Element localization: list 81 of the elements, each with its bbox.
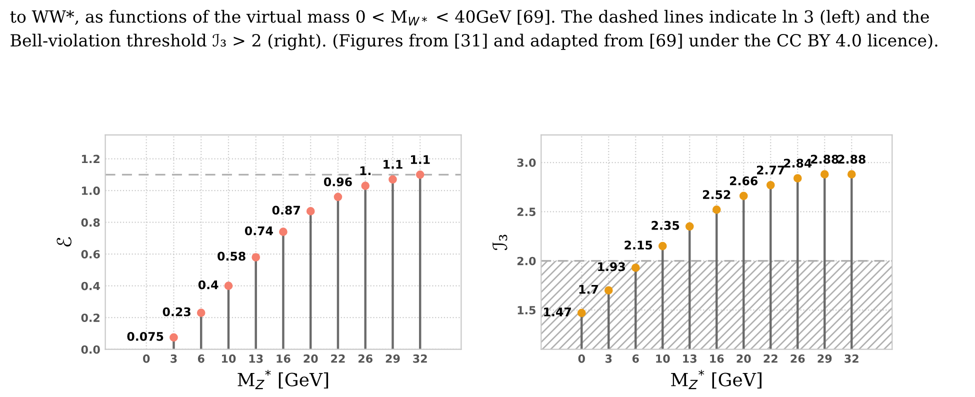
y-tick-label: 1.5: [518, 306, 536, 314]
y-tick-label: 0.0: [81, 345, 100, 354]
data-label: 0.96: [324, 177, 352, 186]
point: [712, 206, 721, 214]
point: [739, 192, 748, 200]
x-tick-label: 29: [818, 354, 832, 363]
point: [361, 182, 370, 190]
data-label: 0.74: [244, 226, 273, 236]
point: [252, 253, 260, 262]
data-label: 1.93: [598, 262, 625, 272]
data-label: 0.4: [198, 280, 218, 290]
data-label: 2.88: [810, 154, 838, 164]
y-tick-label: 0.6: [81, 250, 100, 258]
x-tick-label: 6: [632, 354, 639, 363]
point: [279, 228, 288, 236]
text: to WW*, as functions of the virtual mass 0 < M$_{W*}$ < 40GeV [69]. The dashed lines indicate ln 3 (left) and the: [10, 10, 929, 26]
data-label: 2.15: [624, 240, 652, 250]
y-axis-title: ℐ₃: [492, 234, 508, 250]
x-tick-label: 20: [304, 354, 318, 363]
point: [658, 242, 667, 250]
y-tick-label: 0.4: [81, 282, 100, 290]
point: [577, 308, 586, 318]
x-tick-label: 22: [331, 354, 345, 363]
x-tick-label: 0: [578, 354, 585, 363]
point: [820, 170, 829, 178]
y-tick-label: 0.8: [81, 218, 100, 227]
data-label: 0.075: [127, 332, 164, 341]
x-tick-label: 32: [844, 354, 858, 363]
x-tick-label: 26: [790, 354, 805, 363]
point: [334, 192, 342, 202]
data-label: 2.66: [730, 176, 758, 186]
data-label: 0.58: [218, 252, 246, 261]
point: [224, 282, 233, 290]
y-tick-label: 2.5: [517, 208, 536, 216]
data-label: 2.77: [756, 166, 784, 174]
x-tick-label: 29: [386, 354, 400, 363]
point: [604, 286, 613, 295]
point: [766, 180, 775, 190]
text: Bell-violation threshold ℐ₃ > 2 (right). (Figures from [31] and adapted from [69] under the CC BY 4.0 licence).: [10, 34, 938, 50]
x-tick-label: 10: [222, 354, 236, 363]
x-tick-label: 10: [656, 354, 670, 363]
x-tick-label: 0: [143, 354, 150, 363]
data-label: 1.1: [410, 155, 430, 164]
x-tick-label: 16: [710, 354, 724, 363]
point: [685, 222, 694, 231]
y-tick-label: 0.2: [81, 314, 100, 322]
point: [306, 207, 315, 216]
x-tick-label: 13: [249, 354, 263, 363]
point: [416, 170, 424, 179]
data-label: 2.35: [652, 220, 680, 230]
x-tick-label: 32: [413, 354, 427, 363]
data-label: 2.52: [702, 190, 730, 200]
x-tick-label: 22: [764, 354, 778, 363]
x-tick-label: 13: [683, 354, 696, 363]
y-tick-label: 3.0: [517, 158, 536, 167]
data-label: 1.1: [384, 160, 402, 169]
data-label: 2.88: [838, 154, 866, 164]
point: [388, 175, 397, 184]
point: [170, 333, 178, 342]
y-tick-label: 1.0: [82, 186, 100, 195]
x-tick-label: 20: [736, 354, 751, 363]
y-axis-title: ℰ: [56, 237, 72, 247]
point: [847, 170, 856, 178]
x-axis-title: M$_{Z}$$^{*}$ [GeV]: [238, 370, 328, 390]
y-tick-label: 2.0: [517, 256, 536, 266]
x-tick-label: 6: [198, 354, 204, 363]
point: [793, 174, 802, 182]
data-label: 0.23: [162, 307, 190, 316]
x-tick-label: 3: [606, 354, 612, 363]
x-tick-label: 26: [358, 354, 372, 363]
data-label: 0.87: [272, 206, 300, 215]
data-label: 1.47: [544, 308, 571, 316]
x-tick-label: 3: [170, 354, 177, 363]
x-axis-title: M$_{Z}$$^{*}$ [GeV]: [671, 370, 762, 390]
data-label: 2.84: [784, 158, 812, 168]
y-tick-label: 1.2: [82, 154, 100, 164]
point: [631, 264, 640, 272]
x-tick-label: 16: [276, 354, 290, 363]
data-label: 1.7: [579, 285, 598, 294]
data-label: 1.: [360, 166, 371, 176]
point: [196, 308, 206, 318]
